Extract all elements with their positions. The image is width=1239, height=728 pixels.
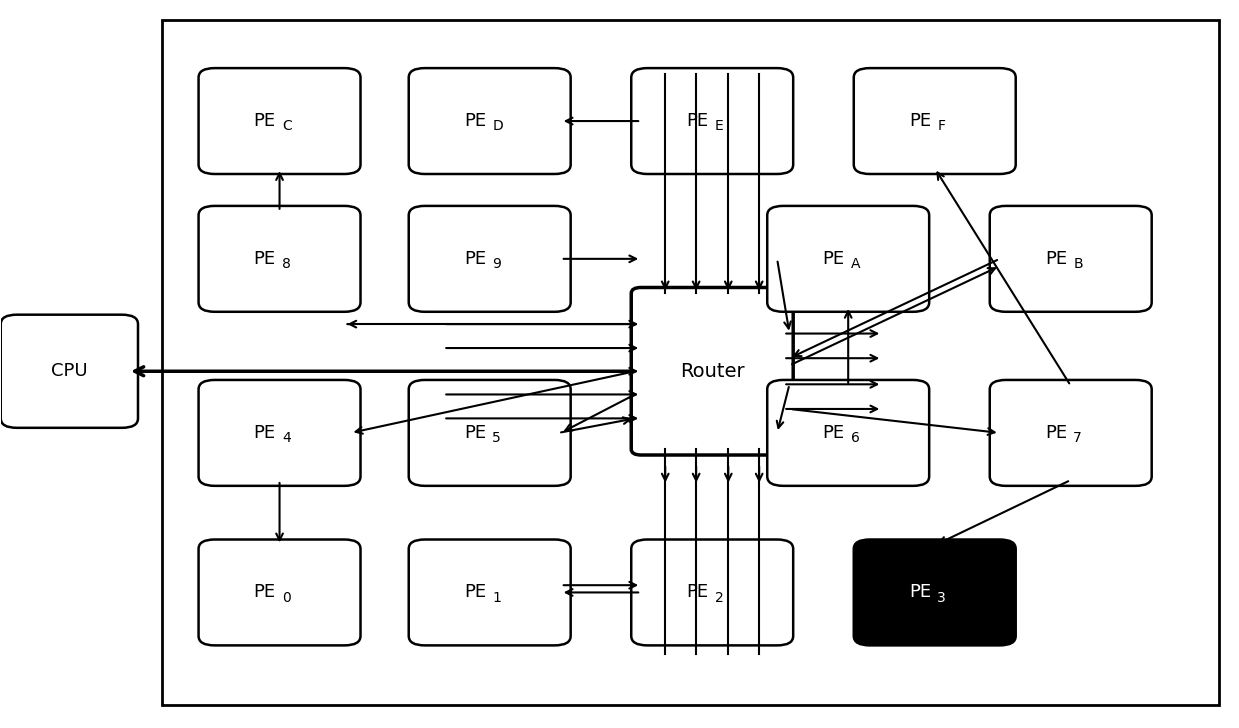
FancyBboxPatch shape bbox=[854, 68, 1016, 174]
Text: PE: PE bbox=[1044, 424, 1067, 442]
Text: PE: PE bbox=[909, 583, 930, 601]
Text: F: F bbox=[937, 119, 945, 133]
FancyBboxPatch shape bbox=[409, 68, 571, 174]
FancyBboxPatch shape bbox=[198, 206, 361, 312]
FancyBboxPatch shape bbox=[631, 288, 793, 455]
Text: 7: 7 bbox=[1073, 431, 1082, 445]
FancyBboxPatch shape bbox=[1, 314, 138, 428]
Text: PE: PE bbox=[909, 112, 930, 130]
FancyBboxPatch shape bbox=[767, 380, 929, 486]
FancyBboxPatch shape bbox=[198, 68, 361, 174]
Text: 9: 9 bbox=[492, 257, 501, 271]
Text: PE: PE bbox=[686, 112, 709, 130]
Text: 3: 3 bbox=[937, 590, 945, 604]
FancyBboxPatch shape bbox=[409, 206, 571, 312]
Text: Router: Router bbox=[680, 362, 745, 381]
Text: PE: PE bbox=[463, 112, 486, 130]
Text: D: D bbox=[492, 119, 503, 133]
Text: B: B bbox=[1073, 257, 1083, 271]
Text: PE: PE bbox=[254, 250, 276, 268]
FancyBboxPatch shape bbox=[990, 380, 1152, 486]
Text: PE: PE bbox=[463, 250, 486, 268]
FancyBboxPatch shape bbox=[409, 380, 571, 486]
Text: PE: PE bbox=[823, 424, 845, 442]
Text: 6: 6 bbox=[851, 431, 860, 445]
FancyBboxPatch shape bbox=[854, 539, 1016, 646]
Text: 0: 0 bbox=[282, 590, 291, 604]
Text: PE: PE bbox=[254, 424, 276, 442]
Text: PE: PE bbox=[463, 583, 486, 601]
Bar bbox=[162, 20, 1219, 705]
FancyBboxPatch shape bbox=[631, 539, 793, 646]
Text: PE: PE bbox=[686, 583, 709, 601]
Text: 5: 5 bbox=[492, 431, 501, 445]
Text: PE: PE bbox=[823, 250, 845, 268]
Text: 2: 2 bbox=[715, 590, 724, 604]
FancyBboxPatch shape bbox=[631, 68, 793, 174]
Text: 1: 1 bbox=[492, 590, 501, 604]
FancyBboxPatch shape bbox=[767, 206, 929, 312]
FancyBboxPatch shape bbox=[198, 539, 361, 646]
Text: PE: PE bbox=[1044, 250, 1067, 268]
Text: A: A bbox=[851, 257, 860, 271]
Text: PE: PE bbox=[254, 583, 276, 601]
Text: 4: 4 bbox=[282, 431, 291, 445]
FancyBboxPatch shape bbox=[990, 206, 1152, 312]
Text: PE: PE bbox=[254, 112, 276, 130]
Text: CPU: CPU bbox=[51, 363, 88, 380]
Text: 8: 8 bbox=[282, 257, 291, 271]
FancyBboxPatch shape bbox=[198, 380, 361, 486]
Text: C: C bbox=[282, 119, 291, 133]
FancyBboxPatch shape bbox=[409, 539, 571, 646]
Text: E: E bbox=[715, 119, 724, 133]
Text: PE: PE bbox=[463, 424, 486, 442]
